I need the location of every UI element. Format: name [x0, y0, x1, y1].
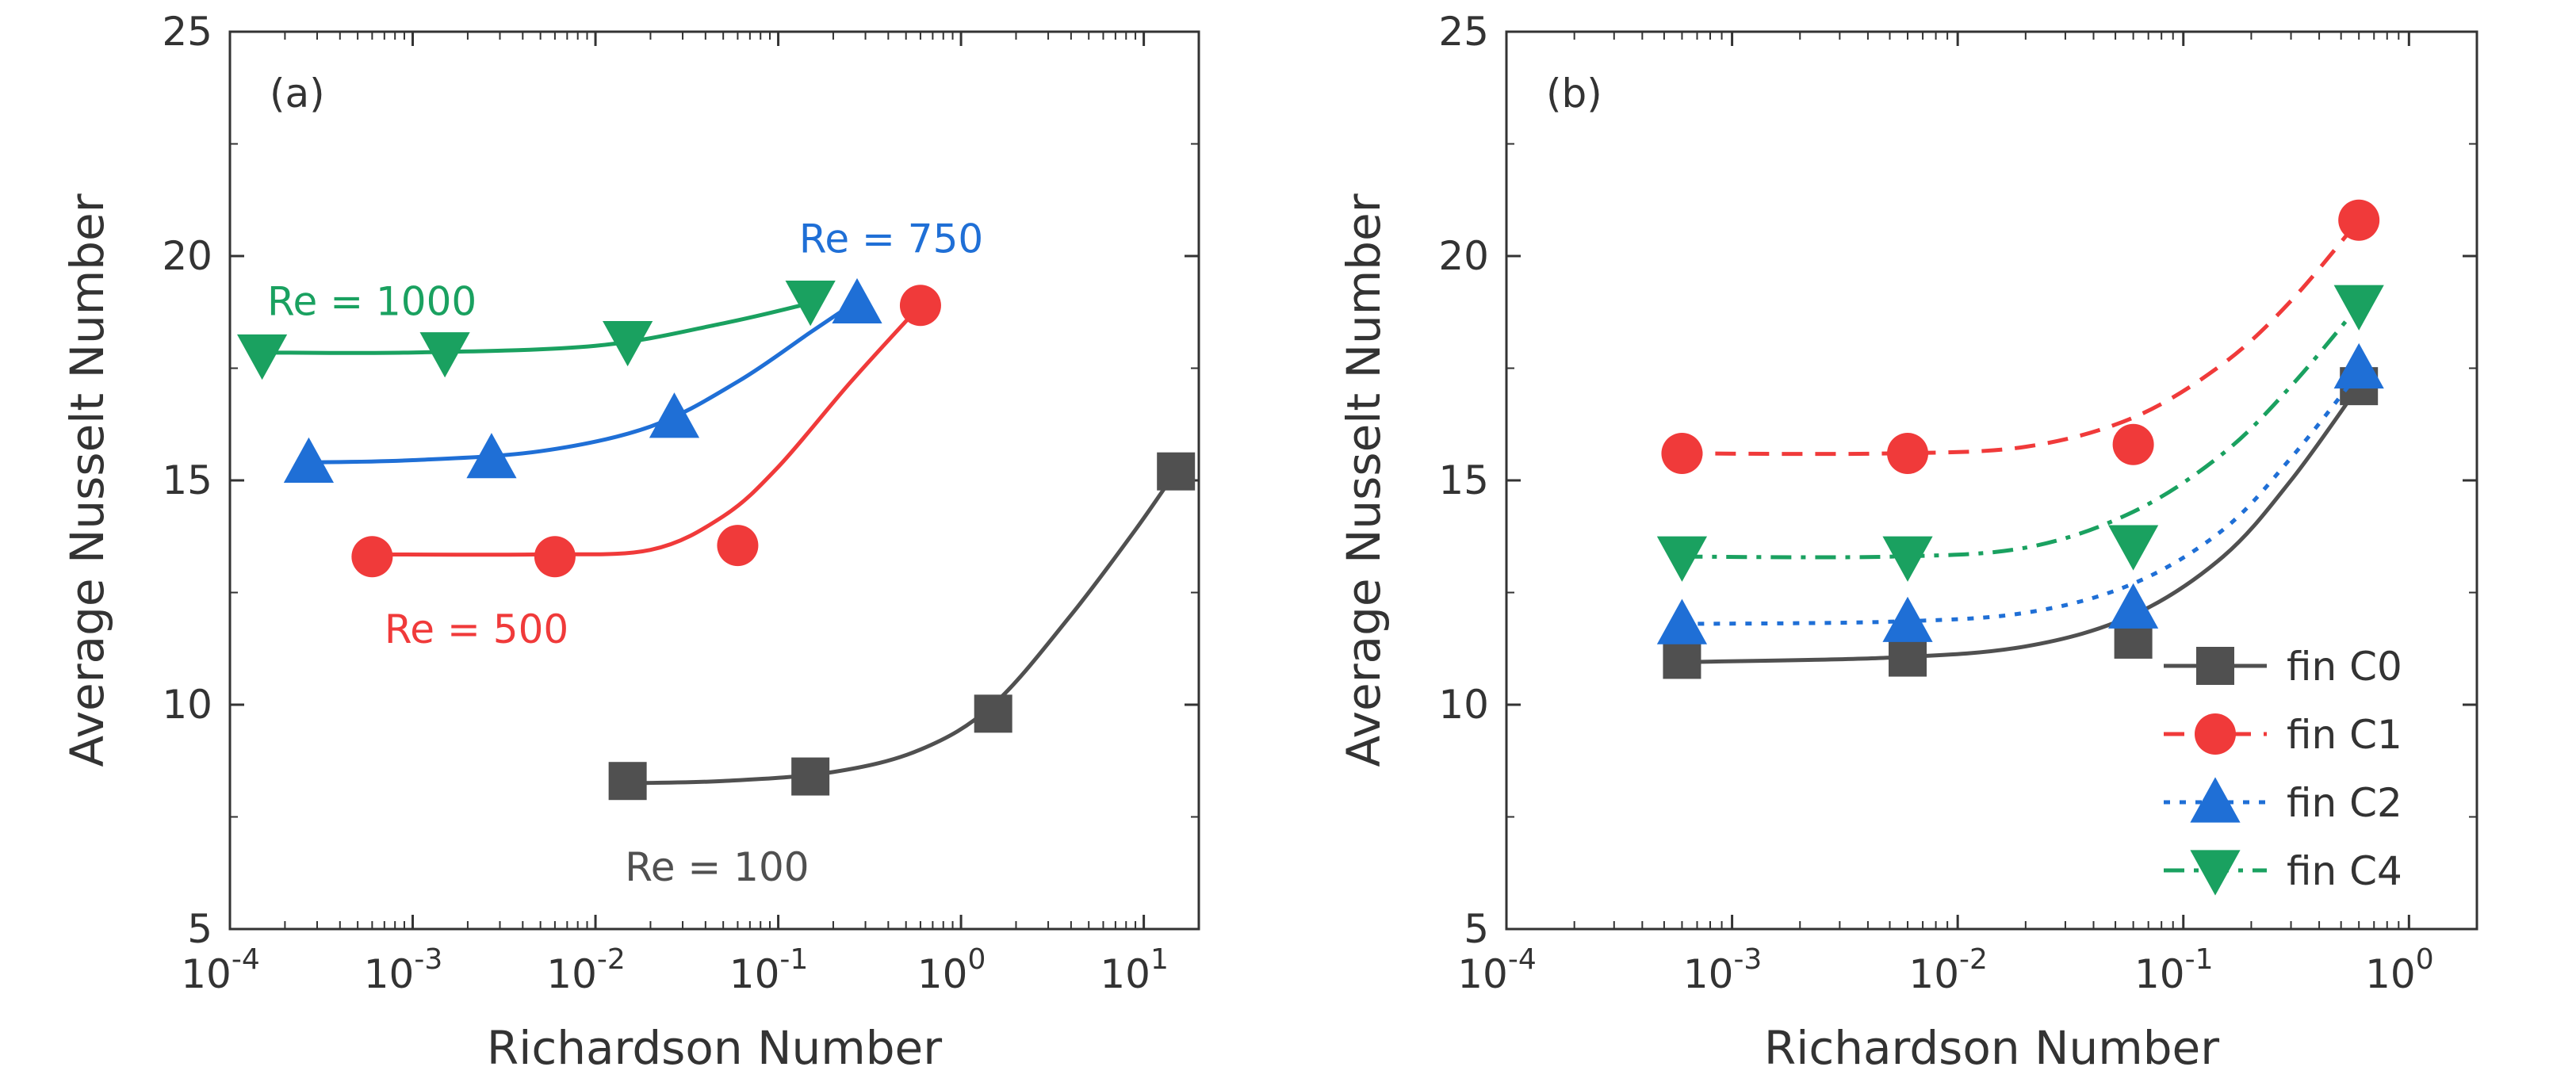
fit-line	[308, 299, 859, 465]
y-tick-label: 25	[1438, 9, 1489, 55]
data-point	[791, 757, 830, 796]
y-tick-label: 5	[1464, 906, 1489, 952]
legend-entry: fin C1	[2287, 712, 2402, 758]
x-axis-label: Richardson Number	[1764, 1021, 2219, 1075]
plot-frame	[228, 30, 1200, 931]
series-label: Re = 500	[385, 606, 568, 652]
data-point	[419, 332, 470, 378]
y-axis-label: Average Nusselt Number	[1337, 193, 1391, 767]
data-point	[1882, 536, 1933, 582]
data-point	[1661, 433, 1703, 475]
panel-label: (b)	[1546, 71, 1602, 117]
fit-line	[1682, 384, 2361, 664]
data-point	[974, 694, 1012, 733]
data-point	[899, 285, 941, 327]
data-point	[2333, 285, 2384, 331]
y-tick-label: 10	[162, 682, 212, 728]
x-axis-label: Richardson Number	[487, 1021, 942, 1075]
data-point	[608, 762, 647, 801]
legend-entry: fin C4	[2287, 848, 2402, 894]
y-tick-label: 5	[187, 906, 212, 952]
x-tick-label: 10-3	[364, 943, 443, 997]
legend: fin C0 fin C1 fin C2 fin C4	[2164, 644, 2402, 896]
data-point	[1157, 452, 1196, 491]
y-tick-label: 10	[1438, 682, 1489, 728]
data-point	[2333, 342, 2384, 389]
x-tick-label: 10-1	[2134, 943, 2214, 997]
data-point	[2108, 583, 2159, 629]
x-tick-label: 101	[1100, 943, 1169, 997]
fit-line	[372, 304, 922, 557]
x-tick-label: 10-2	[546, 943, 626, 997]
series-2	[1656, 342, 2384, 644]
data-point	[832, 277, 882, 324]
y-tick-label: 15	[1438, 457, 1489, 503]
fit-line	[1682, 371, 2361, 626]
data-point	[603, 320, 653, 367]
y-tick-label: 20	[1438, 233, 1489, 279]
x-tick-label: 10-4	[1457, 943, 1537, 997]
x-tick-label: 10-4	[181, 943, 260, 997]
data-point	[534, 536, 576, 578]
x-tick-label: 100	[917, 943, 986, 997]
data-point	[2108, 525, 2159, 571]
data-point	[1887, 433, 1929, 475]
data-point	[1663, 641, 1701, 679]
x-tick-label: 10-3	[1683, 943, 1763, 997]
data-point	[2112, 423, 2154, 465]
data-point	[785, 281, 836, 327]
legend-marker	[2190, 850, 2241, 896]
data-point	[1882, 596, 1933, 642]
series-label: Re = 100	[625, 844, 809, 890]
y-tick-label: 15	[162, 457, 212, 503]
x-tick-label: 100	[2365, 943, 2434, 997]
data-point	[466, 433, 517, 479]
data-point	[649, 392, 700, 438]
legend-marker	[2195, 713, 2236, 755]
data-point	[283, 437, 335, 483]
fit-line	[262, 300, 811, 355]
legend-marker	[2196, 647, 2234, 685]
y-tick-label: 25	[162, 9, 212, 55]
data-point	[717, 525, 759, 567]
data-point	[236, 334, 288, 380]
series-1	[1661, 199, 2380, 475]
data-point	[1656, 536, 1708, 582]
data-point	[351, 536, 393, 578]
series-label: Re = 750	[799, 216, 983, 262]
fit-line	[1682, 219, 2361, 457]
legend-marker	[2190, 777, 2241, 823]
legend-entry: fin C2	[2287, 780, 2402, 826]
chart-panel-b: 5 10 15 20 25 10-4 10-3 10-2 10-1 100 Richardson N…	[1337, 9, 2478, 1075]
series-2: Re = 500	[351, 285, 941, 652]
series-0: Re = 1000	[236, 279, 836, 380]
fit-line	[627, 470, 1178, 786]
data-point	[1889, 638, 1927, 677]
legend-entry: fin C0	[2287, 644, 2402, 690]
chart-panel-a: 5 10 15 20 25 10-4 10-3 10-2 10-1 100 101 Richardso…	[60, 9, 1200, 1075]
series-1: Re = 750	[283, 216, 983, 483]
x-tick-label: 10-2	[1908, 943, 1988, 997]
y-axis-label: Average Nusselt Number	[60, 193, 114, 767]
series-label: Re = 1000	[267, 279, 477, 325]
series-3	[1656, 285, 2384, 582]
y-tick-label: 20	[162, 233, 212, 279]
series-0	[1663, 367, 2379, 679]
x-tick-label: 10-1	[729, 943, 809, 997]
data-point	[2338, 199, 2380, 241]
panel-label: (a)	[270, 71, 325, 117]
series-3: Re = 100	[608, 452, 1196, 890]
data-point	[1656, 598, 1708, 644]
